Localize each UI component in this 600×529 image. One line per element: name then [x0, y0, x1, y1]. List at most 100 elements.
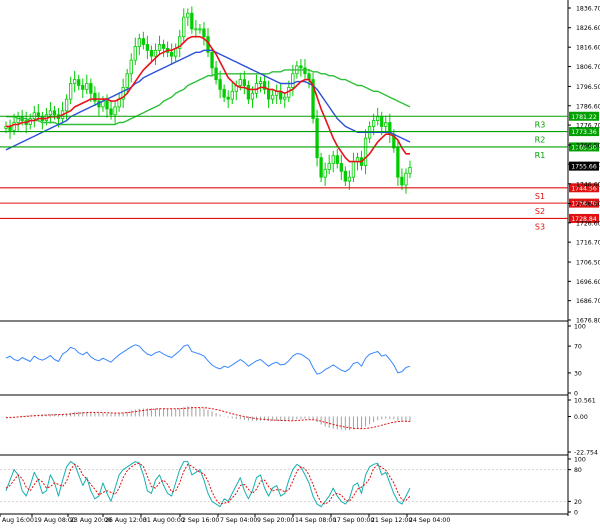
- rsi-tick-label: 30: [574, 370, 582, 377]
- level-name-r1: R1: [535, 151, 546, 160]
- candle-body: [283, 96, 287, 100]
- candle-body: [246, 85, 251, 100]
- candle-body: [250, 92, 255, 100]
- candle-body: [323, 168, 327, 178]
- stoch-main-line: [5, 461, 411, 508]
- candle-body: [68, 83, 73, 100]
- macd-tick-label: -22.754: [574, 450, 598, 457]
- level-price-tag-bg: [569, 127, 599, 137]
- price-tick-label: 1826.60: [576, 25, 600, 32]
- time-tick-label: 24 Sep 04:00: [409, 517, 450, 524]
- current-price-tag: 1755.66: [571, 164, 597, 171]
- candle-body: [73, 79, 77, 84]
- candle-body: [307, 73, 311, 81]
- candle-body: [210, 51, 214, 69]
- candle-body: [113, 106, 117, 116]
- time-tick-label: 2 Sep 16:00: [182, 517, 219, 524]
- level-price-tag-bg: [569, 111, 599, 121]
- current-price-tag-bg: [569, 161, 599, 171]
- candle-body: [178, 36, 182, 49]
- candle-body: [81, 85, 85, 90]
- time-tick-label: 19 Aug 08:00: [34, 517, 76, 524]
- candle-body: [105, 100, 109, 110]
- pivot-levels: R3 1781.22 R2 1773.36 R1 1765.50 S1 1744.56 S2 17…: [0, 111, 599, 231]
- level-price-tag-r2: 1773.36: [571, 129, 597, 136]
- candle-body: [242, 79, 247, 86]
- price-tick-label: 1786.60: [576, 103, 600, 110]
- stoch-tick-label: 0: [574, 510, 578, 517]
- candle-body: [303, 67, 307, 75]
- candle-body: [121, 87, 125, 100]
- candle-body: [291, 73, 295, 88]
- candle-body: [376, 116, 380, 121]
- candle-body: [12, 122, 16, 131]
- candle-body: [371, 120, 376, 127]
- candle-body: [141, 38, 146, 45]
- time-tick-label: 9 Sep 20:00: [257, 517, 294, 524]
- stochastic-pane: 100 80 20 0: [0, 457, 586, 517]
- price-tick-label: 1836.70: [576, 6, 600, 13]
- time-tick-label: 26 Aug 12:00: [105, 517, 147, 524]
- candle-body: [218, 79, 222, 90]
- price-tick-label: 1736.50: [576, 201, 600, 208]
- level-price-tag-bg: [569, 213, 599, 223]
- level-price-tag-bg: [569, 183, 599, 193]
- level-name-s1: S1: [535, 192, 545, 201]
- candle-body: [137, 38, 141, 47]
- price-tick-label: 1676.80: [576, 318, 600, 325]
- price-tick-label: 1746.60: [576, 181, 600, 188]
- candle-body: [109, 108, 113, 116]
- candle-body: [270, 94, 275, 100]
- level-price-tag-s2: 1736.70: [571, 201, 597, 208]
- candle-body: [198, 28, 202, 31]
- candle-body: [161, 44, 166, 49]
- candle-body: [190, 12, 194, 30]
- level-name-r3: R3: [535, 120, 546, 129]
- candle-body: [52, 110, 57, 116]
- time-tick-label: 17 Sep 00:00: [333, 517, 374, 524]
- stoch-tick-label: 100: [574, 457, 586, 464]
- price-tick-label: 1816.60: [576, 45, 600, 52]
- candle-body: [408, 167, 412, 174]
- level-name-s2: S2: [535, 207, 545, 216]
- candle-body: [149, 49, 154, 57]
- level-price-tag-s3: 1728.84: [571, 216, 597, 223]
- candle-body: [327, 163, 331, 170]
- candle-body: [133, 46, 137, 61]
- candle-body: [202, 28, 206, 38]
- ma-medium-line: [5, 49, 411, 151]
- macd-tick-label: 10.561: [574, 398, 596, 405]
- rsi-tick-label: 0: [574, 391, 578, 398]
- candle-body: [396, 147, 400, 178]
- candle-body: [299, 65, 303, 69]
- candle-body: [145, 44, 150, 51]
- macd-signal-line: [5, 407, 411, 430]
- ma-slow-line: [6, 69, 411, 126]
- ma-fast-line: [6, 35, 410, 163]
- candle-body: [347, 176, 352, 182]
- candle-body: [319, 157, 323, 178]
- candle-body: [311, 79, 315, 120]
- price-tick-label: 1686.70: [576, 298, 600, 305]
- candle-body: [351, 161, 356, 178]
- candle-body: [331, 155, 335, 164]
- stoch-tick-label: 80: [574, 467, 582, 474]
- price-axis: 1836.70 1826.60 1816.60 1806.70 1796.50 1786.…: [568, 6, 600, 325]
- candle-body: [125, 73, 129, 88]
- stoch-signal-line: [5, 462, 411, 505]
- candle-body: [238, 79, 242, 86]
- price-tick-label: 1716.70: [576, 240, 600, 247]
- candle-body: [93, 92, 97, 102]
- candle-body: [230, 90, 234, 100]
- level-price-tag-r1: 1765.50: [571, 145, 597, 152]
- time-tick-label: 21 Sep 12:00: [371, 517, 412, 524]
- candle-body: [400, 176, 404, 186]
- macd-tick-label: 0.00: [574, 414, 588, 421]
- candle-body: [266, 88, 271, 100]
- candle-body: [339, 163, 343, 172]
- time-tick-label: 7 Sep 04:00: [220, 517, 257, 524]
- candle-body: [262, 81, 267, 90]
